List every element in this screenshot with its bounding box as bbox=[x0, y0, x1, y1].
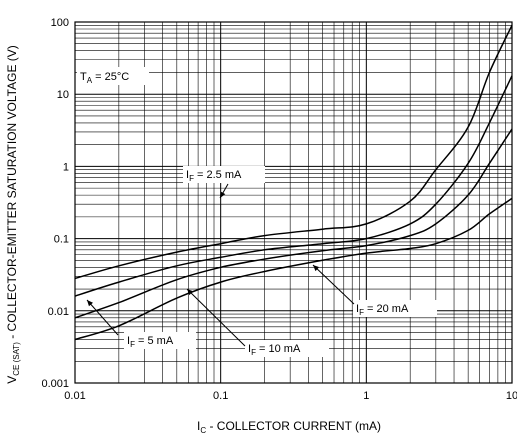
temperature-note-prefix: T bbox=[80, 71, 87, 83]
label-if-10ma: IF = 10 mA bbox=[186, 288, 329, 357]
y-axis-label: VCE (SAT) - COLLECTOR-EMITTER SATURATION… bbox=[5, 45, 21, 384]
y-axis-label-prefix: V bbox=[5, 376, 19, 384]
curves bbox=[74, 24, 513, 341]
arrow-head bbox=[187, 289, 194, 296]
arrow-head bbox=[313, 265, 320, 272]
series-label-text: IF = 5 mA bbox=[127, 335, 174, 349]
y-tick-label: 1 bbox=[63, 161, 69, 173]
y-axis-label-sub: CE (SAT) bbox=[12, 342, 21, 376]
label-if-2-5ma: IF = 2.5 mA bbox=[183, 166, 265, 199]
curve-if-20ma bbox=[74, 197, 513, 341]
arrow-head bbox=[87, 300, 93, 307]
curve-if-10ma bbox=[74, 128, 513, 319]
y-tick-label: 0.001 bbox=[41, 378, 69, 390]
series-label-text: IF = 10 mA bbox=[248, 343, 301, 357]
label-leader-line bbox=[86, 299, 119, 336]
label-leader-line bbox=[312, 264, 355, 305]
x-tick-label: 0.01 bbox=[64, 390, 85, 402]
temperature-note-sub: A bbox=[87, 76, 93, 85]
series-label-text: IF = 20 mA bbox=[356, 303, 409, 317]
arrow-head bbox=[220, 191, 226, 198]
plot-frame bbox=[74, 21, 513, 384]
label-if-5ma: IF = 5 mA bbox=[86, 299, 196, 349]
y-tick-label: 10 bbox=[57, 89, 69, 101]
temperature-note-box: TA = 25°C bbox=[77, 67, 149, 85]
y-tick-label: 100 bbox=[51, 17, 69, 29]
x-axis-label-rest: - COLLECTOR CURRENT (mA) bbox=[206, 419, 381, 433]
x-axis-label-prefix: I bbox=[197, 419, 200, 433]
x-tick-label: 1 bbox=[363, 390, 369, 402]
curve-if-5ma bbox=[74, 75, 513, 297]
temperature-note-rest: = 25°C bbox=[92, 71, 129, 83]
annotations: IF = 2.5 mA IF = 5 mA IF = 10 mA IF = 20 mA bbox=[86, 166, 437, 357]
label-leader-line bbox=[186, 288, 246, 347]
grid bbox=[74, 22, 512, 384]
curve-if-2-5ma bbox=[74, 24, 513, 280]
label-if-20ma: IF = 20 mA bbox=[312, 264, 437, 317]
y-axis-label-rest: - COLLECTOR-EMITTER SATURATION VOLTAGE (… bbox=[5, 45, 19, 342]
y-tick-label: 0.01 bbox=[48, 306, 69, 318]
x-tick-label: 10 bbox=[506, 390, 517, 402]
x-tick-label: 0.1 bbox=[213, 390, 228, 402]
y-tick-label: 0.1 bbox=[54, 234, 69, 246]
x-axis-label: IC - COLLECTOR CURRENT (mA) bbox=[197, 419, 381, 435]
x-axis-label-sub: C bbox=[200, 426, 206, 435]
series-label-text: IF = 2.5 mA bbox=[186, 169, 242, 183]
temperature-note: TA = 25°C bbox=[80, 71, 129, 85]
